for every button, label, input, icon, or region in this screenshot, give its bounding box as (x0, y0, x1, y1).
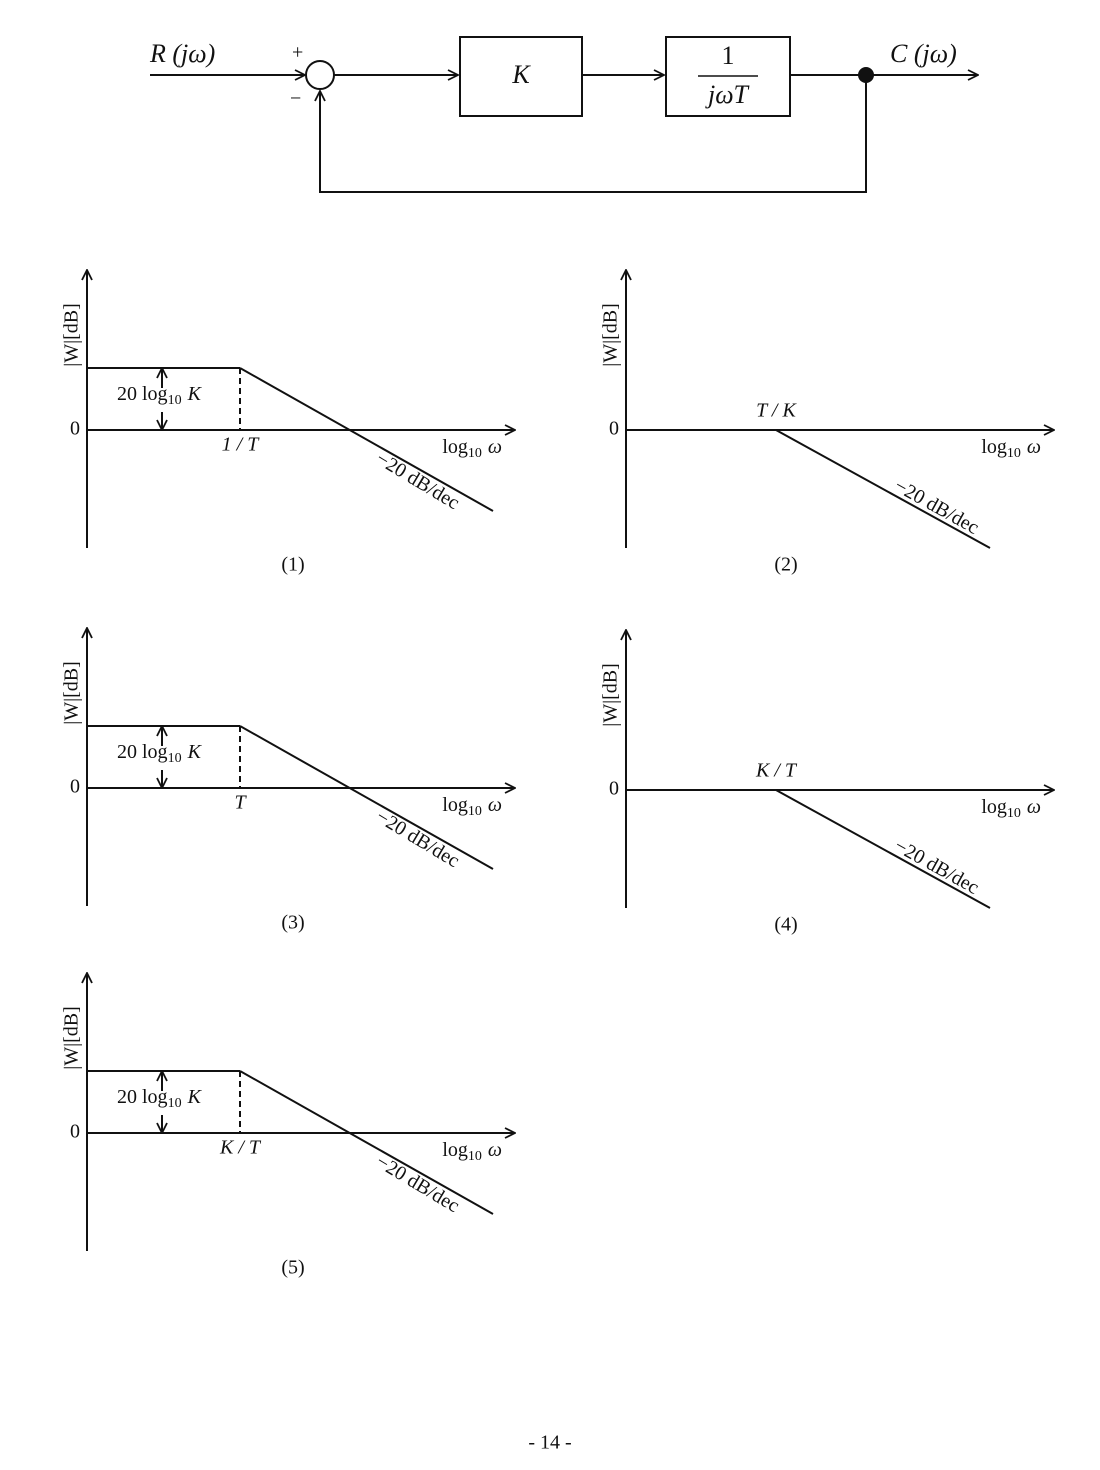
y-axis-label: |W|[dB] (61, 1006, 83, 1070)
zero-label: 0 (70, 1121, 80, 1143)
label-part: 20 log (117, 1086, 168, 1108)
plus-sign: + (292, 42, 303, 64)
block-diagram: R (jω) + − K 1 jωT C (jω) (149, 36, 978, 193)
bode-plot: 0|W|[dB]log10 ω20 log10 K1 / T−20 dB/dec(1… (61, 270, 515, 576)
zero-label: 0 (70, 776, 80, 798)
label-part: 20 log (117, 741, 168, 763)
label-subscript: 10 (168, 751, 182, 766)
asymptote (775, 789, 991, 909)
bode-plot: 0|W|[dB]log10 ω20 log10 KK / T−20 dB/dec(5… (61, 973, 515, 1279)
break-label: K / T (755, 760, 798, 782)
gain-block (459, 36, 583, 117)
asymptote (239, 367, 494, 512)
subscript-label: 20 log10 K (117, 1086, 203, 1112)
label-part: log (442, 436, 468, 458)
break-label: T (234, 792, 247, 814)
label-subscript: 10 (468, 1149, 482, 1164)
label-subscript: 10 (168, 1096, 182, 1111)
label-part: K (187, 383, 203, 405)
plot-caption: (5) (281, 1257, 304, 1279)
zero-label: 0 (609, 418, 619, 440)
gain-label: K (511, 60, 531, 89)
label-part: ω (488, 436, 502, 458)
asymptote (239, 1070, 494, 1215)
subscript-label: log10 ω (981, 436, 1041, 462)
subscript-label: log10 ω (442, 794, 502, 820)
label-subscript: 10 (468, 446, 482, 461)
minus-sign: − (290, 88, 301, 110)
denominator: jωT (705, 80, 750, 109)
plot-caption: (4) (774, 914, 797, 936)
label-part: log (442, 794, 468, 816)
y-axis-label: |W|[dB] (61, 661, 83, 725)
break-label: 1 / T (222, 434, 261, 456)
label-part: log (981, 796, 1007, 818)
slope-label: −20 dB/dec (891, 475, 983, 539)
integrator-block (665, 36, 791, 117)
zero-label: 0 (609, 778, 619, 800)
summing-junction (305, 60, 335, 90)
label-part: ω (1027, 796, 1041, 818)
numerator: 1 (722, 41, 735, 70)
label-subscript: 10 (1007, 446, 1021, 461)
subscript-label: log10 ω (981, 796, 1041, 822)
plot-caption: (1) (281, 554, 304, 576)
label-subscript: 10 (468, 804, 482, 819)
label-part: log (442, 1139, 468, 1161)
label-part: log (981, 436, 1007, 458)
plot-caption: (2) (774, 554, 797, 576)
label-part: 20 log (117, 383, 168, 405)
bode-plot: 0 |W|[dB] log10 ω T / K −20 dB/dec (2) (600, 270, 1054, 576)
label-part: K (187, 741, 203, 763)
y-axis-label: |W|[dB] (600, 303, 622, 367)
label-part: K (187, 1086, 203, 1108)
asymptote (775, 429, 991, 549)
output-label: C (jω) (890, 39, 957, 68)
subscript-label: log10 ω (442, 1139, 502, 1165)
y-axis-label: |W|[dB] (600, 663, 622, 727)
zero-label: 0 (70, 418, 80, 440)
label-part: ω (488, 794, 502, 816)
input-label: R (jω) (149, 39, 215, 68)
page-number: - 14 - (528, 1432, 571, 1454)
subscript-label: 20 log10 K (117, 741, 203, 767)
label-part: ω (488, 1139, 502, 1161)
subscript-label: log10 ω (442, 436, 502, 462)
break-label: T / K (756, 400, 797, 422)
subscript-label: 20 log10 K (117, 383, 203, 409)
bode-plot: 0|W|[dB]log10 ω20 log10 KT−20 dB/dec(3) (61, 628, 515, 934)
label-subscript: 10 (168, 393, 182, 408)
bode-plot: 0 |W|[dB] log10 ω K / T −20 dB/dec (4) (600, 630, 1054, 936)
plot-caption: (3) (281, 912, 304, 934)
slope-label: −20 dB/dec (891, 835, 983, 899)
label-subscript: 10 (1007, 806, 1021, 821)
label-part: ω (1027, 436, 1041, 458)
break-label: K / T (219, 1137, 262, 1159)
feedback-path (320, 75, 867, 193)
asymptote (239, 725, 494, 870)
y-axis-label: |W|[dB] (61, 303, 83, 367)
